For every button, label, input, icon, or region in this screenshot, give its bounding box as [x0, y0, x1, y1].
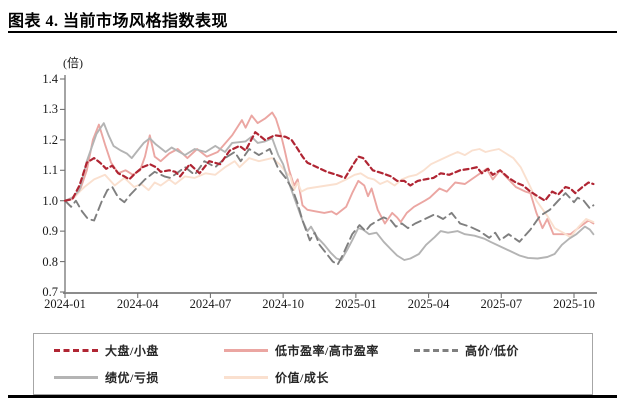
legend-label: 大盘/小盘	[105, 343, 159, 358]
y-axis-unit-label: (倍)	[63, 56, 83, 70]
y-tick-label: 1.3	[42, 102, 58, 117]
legend-item-high-price-vs-low-price: 高价/低价	[414, 341, 519, 359]
figure-title: 图表 4. 当前市场风格指数表现	[8, 13, 229, 30]
title-divider	[8, 31, 617, 33]
legend-label: 价值/成长	[275, 370, 329, 385]
y-tick-label: 0.7	[42, 285, 58, 299]
legend-label: 低市盈率/高市盈率	[275, 343, 379, 358]
y-tick-label: 1.4	[42, 72, 58, 86]
legend-line-sample-value-vs-growth	[224, 375, 268, 379]
y-tick-label: 0.9	[42, 224, 58, 239]
legend-item-low-pe-vs-high-pe: 低市盈率/高市盈率	[224, 341, 379, 359]
series-line-2	[64, 148, 595, 266]
legend-label: 高价/低价	[465, 343, 519, 358]
series-line-0	[63, 131, 595, 202]
x-tick-label: 2024-10	[262, 297, 304, 311]
legend-line-sample-bluechip-vs-loss	[54, 375, 98, 379]
legend-item-large-vs-small-cap: 大盘/小盘	[54, 341, 159, 359]
y-tick-label: 1.2	[42, 132, 58, 147]
y-tick-label: 1.0	[42, 193, 58, 208]
y-tick-label: 0.8	[42, 254, 58, 269]
series-line-1	[64, 111, 595, 236]
legend-line-sample-high-price-vs-low-price	[414, 348, 458, 352]
legend-item-value-vs-growth: 价值/成长	[224, 368, 329, 386]
legend-item-bluechip-vs-loss: 绩优/亏损	[54, 368, 159, 386]
bottom-divider	[8, 395, 617, 398]
x-tick-label: 2024-04	[116, 297, 159, 311]
legend-label: 绩优/亏损	[105, 370, 159, 385]
x-tick-label: 2024-07	[189, 297, 232, 311]
x-tick-label: 2025-10	[553, 297, 595, 311]
x-tick-label: 2025-01	[335, 297, 377, 311]
legend-line-sample-large-vs-small-cap	[54, 348, 98, 352]
series-line-3	[64, 122, 595, 261]
chart-legend: 大盘/小盘 低市盈率/高市盈率 高价/低价 绩优/亏损 价值/成长	[33, 333, 593, 395]
x-tick-label: 2025-04	[407, 297, 450, 311]
x-tick-label: 2024-01	[44, 297, 86, 311]
x-tick-label: 2025-07	[480, 297, 523, 311]
legend-line-sample-low-pe-vs-high-pe	[224, 348, 268, 352]
series-line-4	[64, 148, 595, 239]
y-tick-label: 1.1	[42, 163, 58, 178]
